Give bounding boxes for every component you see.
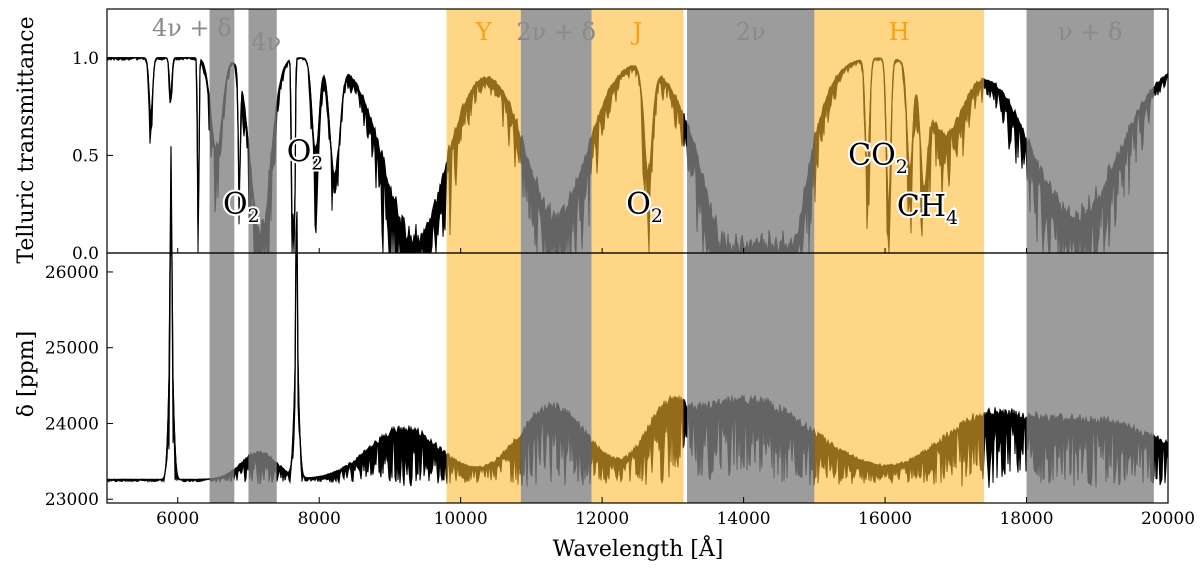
- x-tick-label: 10000: [434, 509, 488, 529]
- axes: [106, 8, 1169, 504]
- bottom-y-tick-label: 24000: [45, 414, 99, 434]
- band-label-4: J: [630, 18, 643, 46]
- x-tick-label: 16000: [858, 509, 912, 529]
- x-tick-label: 6000: [156, 509, 199, 529]
- top-y-tick-label: 0.5: [72, 146, 99, 166]
- x-axis-label: Wavelength [Å]: [553, 534, 724, 562]
- shaded-bands: [209, 9, 1154, 503]
- band-photometric-4: [591, 9, 684, 503]
- band-label-0: 4ν + δ: [152, 14, 232, 42]
- bottom-y-tick-label: 23000: [45, 490, 99, 510]
- ticks: 6000 8000 10000 12000 14000 16000 18000 20000 0.…: [45, 49, 1195, 529]
- band-label-6: H: [889, 18, 910, 46]
- bottom-panel-frame: [106, 252, 1169, 504]
- molecule-label-4: CH4: [897, 189, 958, 229]
- band-photometric-6: [814, 9, 985, 503]
- molecule-label-2: O2: [626, 187, 663, 227]
- molecule-annotations: O2 O2 O2 CO2 CH4: [221, 132, 960, 231]
- band-water-5: [687, 9, 815, 503]
- x-tick-label: 14000: [717, 509, 771, 529]
- band-water-1: [248, 9, 277, 503]
- x-tick-label: 18000: [999, 509, 1053, 529]
- band-water-3: [520, 9, 592, 503]
- molecule-label-0: O2: [223, 187, 260, 227]
- band-photometric-2: [446, 9, 521, 503]
- bottom-y-axis-label: δ [ppm]: [14, 331, 39, 417]
- bottom-y-tick-label: 26000: [45, 263, 99, 283]
- band-label-5: 2ν: [736, 18, 766, 46]
- bottom-y-tick-label: 25000: [45, 339, 99, 359]
- band-label-2: Y: [475, 18, 493, 46]
- band-label-3: 2ν + δ: [516, 18, 596, 46]
- molecule-label-1: O2: [287, 134, 324, 174]
- x-tick-label: 12000: [575, 509, 629, 529]
- top-y-axis-label: Telluric transmittance: [14, 16, 39, 263]
- x-tick-label: 20000: [1141, 509, 1195, 529]
- band-label-7: ν + δ: [1058, 18, 1122, 46]
- molecule-label-3: CO2: [848, 138, 908, 178]
- band-water-0: [209, 9, 235, 503]
- band-water-7: [1026, 9, 1154, 503]
- top-y-tick-label: 1.0: [72, 49, 99, 69]
- top-y-tick-label: 0.0: [72, 244, 99, 264]
- x-tick-label: 8000: [298, 509, 341, 529]
- band-label-1: 4ν: [251, 28, 281, 56]
